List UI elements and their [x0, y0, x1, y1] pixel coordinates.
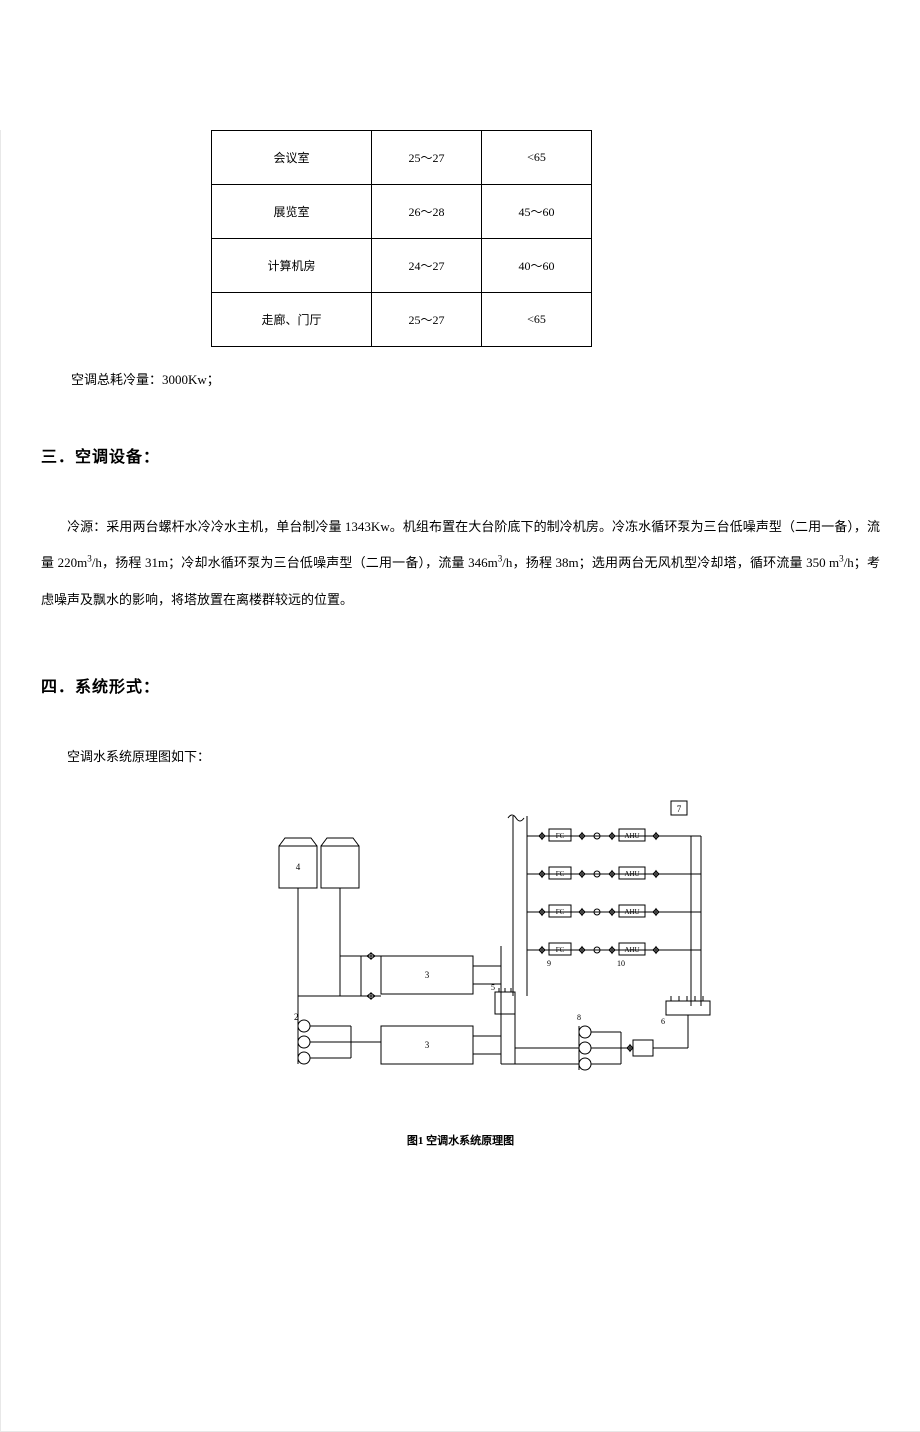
system-schematic: 7 4 2 — [41, 796, 880, 1148]
cell-temp: 26～28 — [372, 185, 482, 239]
cell-room: 展览室 — [212, 185, 372, 239]
svg-text:FC: FC — [555, 832, 564, 840]
cell-humidity: <65 — [482, 293, 592, 347]
table-row: 会议室 25～27 <65 — [212, 131, 592, 185]
svg-text:10: 10 — [617, 959, 625, 968]
cell-temp: 25～27 — [372, 131, 482, 185]
section-4-title: 四．系统形式： — [41, 673, 880, 697]
svg-text:4: 4 — [295, 862, 300, 872]
svg-text:FC: FC — [555, 946, 564, 954]
document-page: 会议室 25～27 <65 展览室 26～28 45～60 计算机房 24～27… — [0, 130, 920, 1432]
section-3-title: 三．空调设备： — [41, 443, 880, 467]
s4-intro-text: 空调水系统原理图如下： — [67, 749, 210, 764]
cell-humidity: <65 — [482, 131, 592, 185]
diagram-caption: 图1 空调水系统原理图 — [41, 1132, 880, 1148]
summary-line: 空调总耗冷量：3000Kw； — [71, 369, 880, 388]
svg-text:3: 3 — [424, 1040, 429, 1050]
svg-text:FC: FC — [555, 908, 564, 916]
section-3-body: 冷源：采用两台螺杆水冷冷水主机，单台制冷量 1343Kw。机组布置在大台阶底下的… — [41, 509, 880, 618]
svg-text:8: 8 — [577, 1013, 581, 1022]
cell-humidity: 45～60 — [482, 185, 592, 239]
svg-text:AHU: AHU — [624, 908, 639, 916]
cell-humidity: 40～60 — [482, 239, 592, 293]
cell-room: 会议室 — [212, 131, 372, 185]
s3-t3: /h，扬程 38m；选用两台无风机型冷却塔，循环流量 350 m — [502, 555, 839, 570]
section-4-intro: 空调水系统原理图如下： — [41, 739, 880, 775]
svg-text:AHU: AHU — [624, 870, 639, 878]
label-7: 7 — [676, 804, 681, 814]
s3-t2: /h，扬程 31m；冷却水循环泵为三台低噪声型（二用一备），流量 346m — [92, 555, 498, 570]
svg-text:AHU: AHU — [624, 946, 639, 954]
svg-text:3: 3 — [424, 970, 429, 980]
svg-text:AHU: AHU — [624, 832, 639, 840]
svg-text:5: 5 — [491, 983, 495, 992]
svg-text:FC: FC — [555, 870, 564, 878]
room-parameters-table: 会议室 25～27 <65 展览室 26～28 45～60 计算机房 24～27… — [211, 130, 592, 347]
cell-temp: 24～27 — [372, 239, 482, 293]
cell-temp: 25～27 — [372, 293, 482, 347]
svg-text:6: 6 — [661, 1017, 665, 1026]
table-row: 走廊、门厅 25～27 <65 — [212, 293, 592, 347]
cell-room: 计算机房 — [212, 239, 372, 293]
cell-room: 走廊、门厅 — [212, 293, 372, 347]
table-row: 计算机房 24～27 40～60 — [212, 239, 592, 293]
svg-text:9: 9 — [547, 959, 551, 968]
table-row: 展览室 26～28 45～60 — [212, 185, 592, 239]
schematic-svg: 7 4 2 — [201, 796, 721, 1126]
